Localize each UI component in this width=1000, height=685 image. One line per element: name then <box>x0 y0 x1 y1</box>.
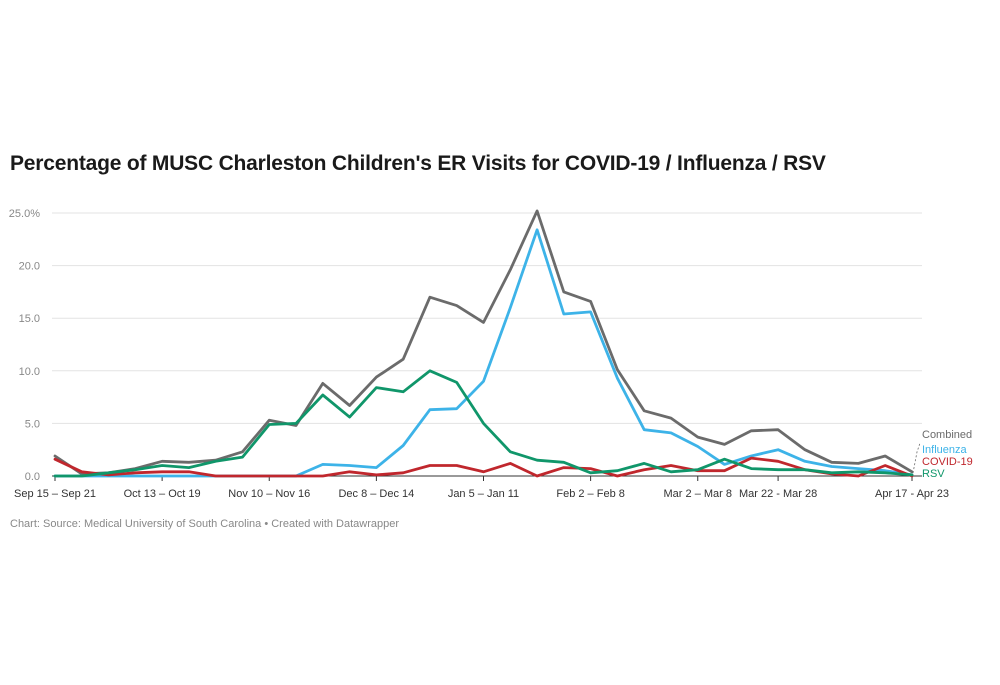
y-tick-label: 0.0 <box>25 471 40 483</box>
y-tick-label: 5.0 <box>25 418 40 430</box>
x-tick-label: Dec 8 – Dec 14 <box>338 488 414 500</box>
x-tick-label: Sep 15 – Sep 21 <box>14 488 96 500</box>
legend-label-covid-19: COVID-19 <box>922 456 973 468</box>
series-line-rsv <box>53 369 914 478</box>
x-tick-label: Apr 17 - Apr 23 <box>875 488 949 500</box>
legend-label-rsv: RSV <box>922 468 945 480</box>
y-tick-label: 10.0 <box>19 366 40 378</box>
x-tick-label: Nov 10 – Nov 16 <box>228 488 310 500</box>
series-line-combined <box>53 209 914 476</box>
legend-label-influenza: Influenza <box>922 444 968 456</box>
series-line-influenza <box>53 228 914 478</box>
series-lines <box>53 209 914 478</box>
x-tick-label: Mar 2 – Mar 8 <box>664 488 732 500</box>
x-tick-label: Mar 22 - Mar 28 <box>739 488 817 500</box>
y-axis: 0.0 5.0 10.0 15.0 20.0 25.0% <box>9 208 40 483</box>
x-tick-label: Jan 5 – Jan 11 <box>448 488 519 500</box>
x-axis: Sep 15 – Sep 21 Oct 13 – Oct 19 Nov 10 – N… <box>14 476 949 500</box>
x-tick-label: Feb 2 – Feb 8 <box>556 488 625 500</box>
y-tick-label: 20.0 <box>19 261 40 273</box>
y-tick-label: 25.0% <box>9 208 40 220</box>
chart-title: Percentage of MUSC Charleston Children's… <box>10 152 826 175</box>
chart-source: Chart: Source: Medical University of Sou… <box>10 518 400 530</box>
x-tick-label: Oct 13 – Oct 19 <box>124 488 201 500</box>
legend-label-combined: Combined <box>922 429 972 441</box>
grid-lines <box>52 212 922 477</box>
legend-connector <box>912 442 921 474</box>
y-tick-label: 15.0 <box>19 313 40 325</box>
series-line-covid-19 <box>53 456 914 478</box>
